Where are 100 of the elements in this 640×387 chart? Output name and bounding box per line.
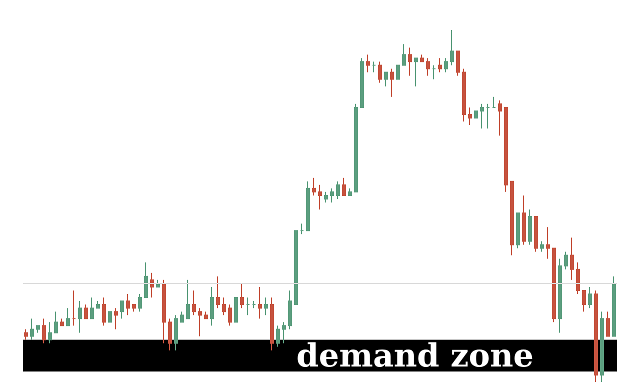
candlestick — [240, 282, 244, 309]
candlestick — [90, 297, 94, 320]
candlestick — [246, 297, 250, 316]
candlestick — [354, 103, 358, 192]
candlestick — [204, 311, 208, 320]
candlestick — [570, 237, 574, 280]
candlestick — [546, 226, 550, 260]
candlestick — [174, 314, 178, 351]
candlestick — [522, 194, 526, 246]
candlestick — [474, 110, 478, 118]
candlestick — [30, 318, 34, 340]
candlestick — [606, 311, 610, 337]
candlestick — [264, 297, 268, 316]
candlestick — [582, 290, 586, 312]
candlestick — [24, 328, 28, 340]
candlestick — [222, 297, 226, 316]
candlestick — [378, 61, 382, 84]
candlestick — [510, 180, 514, 256]
candlestick — [390, 68, 394, 98]
candlestick — [72, 290, 76, 326]
candlestick — [456, 50, 460, 76]
candlestick — [372, 61, 376, 73]
candlestick — [54, 311, 58, 334]
candlestick — [360, 58, 364, 108]
candlestick — [576, 262, 580, 294]
candlestick — [270, 297, 274, 351]
candlestick — [408, 47, 412, 76]
candlestick — [300, 223, 304, 235]
candlestick — [192, 290, 196, 316]
candlestick — [450, 30, 454, 66]
candlestick — [144, 262, 148, 298]
candlestick — [414, 58, 418, 87]
candlestick — [180, 311, 184, 323]
candlestick — [312, 177, 316, 196]
candlestick — [480, 103, 484, 130]
candlestick — [132, 304, 136, 312]
band-label: demand zone — [296, 336, 534, 375]
candlestick — [114, 308, 118, 330]
candlestick — [168, 318, 172, 351]
candlestick — [438, 58, 442, 73]
candlestick — [336, 180, 340, 200]
candlestick — [120, 300, 124, 320]
candlestick — [504, 106, 508, 192]
candlestick — [216, 276, 220, 309]
candlestick — [258, 286, 262, 320]
candlestick — [492, 96, 496, 108]
candlestick — [600, 311, 604, 382]
candlestick — [84, 304, 88, 320]
candlestick — [42, 318, 46, 344]
candlestick — [306, 180, 310, 232]
candlestick — [444, 58, 448, 73]
candlestick — [468, 106, 472, 126]
candlestick — [432, 64, 436, 80]
candlestick — [612, 276, 616, 337]
candlestick — [252, 300, 256, 309]
candlestick — [366, 54, 370, 73]
candlestick — [342, 177, 346, 196]
candlestick — [126, 294, 130, 316]
candlestick — [498, 100, 502, 136]
candlestick — [66, 308, 70, 326]
candlestick — [162, 279, 166, 344]
candlestick — [210, 286, 214, 326]
candlestick — [108, 311, 112, 323]
candlestick — [96, 300, 100, 309]
candlestick — [516, 212, 520, 249]
candlestick — [462, 68, 466, 122]
candlestick — [348, 188, 352, 196]
candlestick — [102, 297, 106, 326]
candlestick — [384, 72, 388, 87]
candlestick — [138, 294, 142, 312]
candlestick — [330, 188, 334, 203]
candlestick — [234, 297, 238, 323]
candlestick — [396, 64, 400, 80]
candlestick — [186, 279, 190, 320]
candlestick — [534, 216, 538, 252]
candlestick — [198, 308, 202, 337]
candlestick — [402, 44, 406, 66]
candlestick — [588, 286, 592, 309]
candlestick — [318, 184, 322, 210]
candlestick — [276, 325, 280, 348]
candlestick — [324, 191, 328, 203]
candlestick — [60, 318, 64, 326]
candlestick — [228, 304, 232, 326]
candlestick — [156, 279, 160, 288]
candlestick — [558, 258, 562, 334]
candlestick — [486, 103, 490, 130]
candlestick — [426, 58, 430, 76]
candlestick — [288, 290, 292, 330]
candlestick — [294, 230, 298, 306]
candlestick — [78, 300, 82, 334]
candlestick — [150, 272, 154, 298]
candlestick — [36, 325, 40, 334]
candlestick — [420, 54, 424, 62]
candlestick — [552, 248, 556, 323]
candlestick — [540, 240, 544, 252]
candlestick — [282, 322, 286, 344]
candlestick — [564, 251, 568, 270]
candlestick — [594, 290, 598, 382]
candlestick — [528, 209, 532, 246]
candlestick — [48, 322, 52, 344]
